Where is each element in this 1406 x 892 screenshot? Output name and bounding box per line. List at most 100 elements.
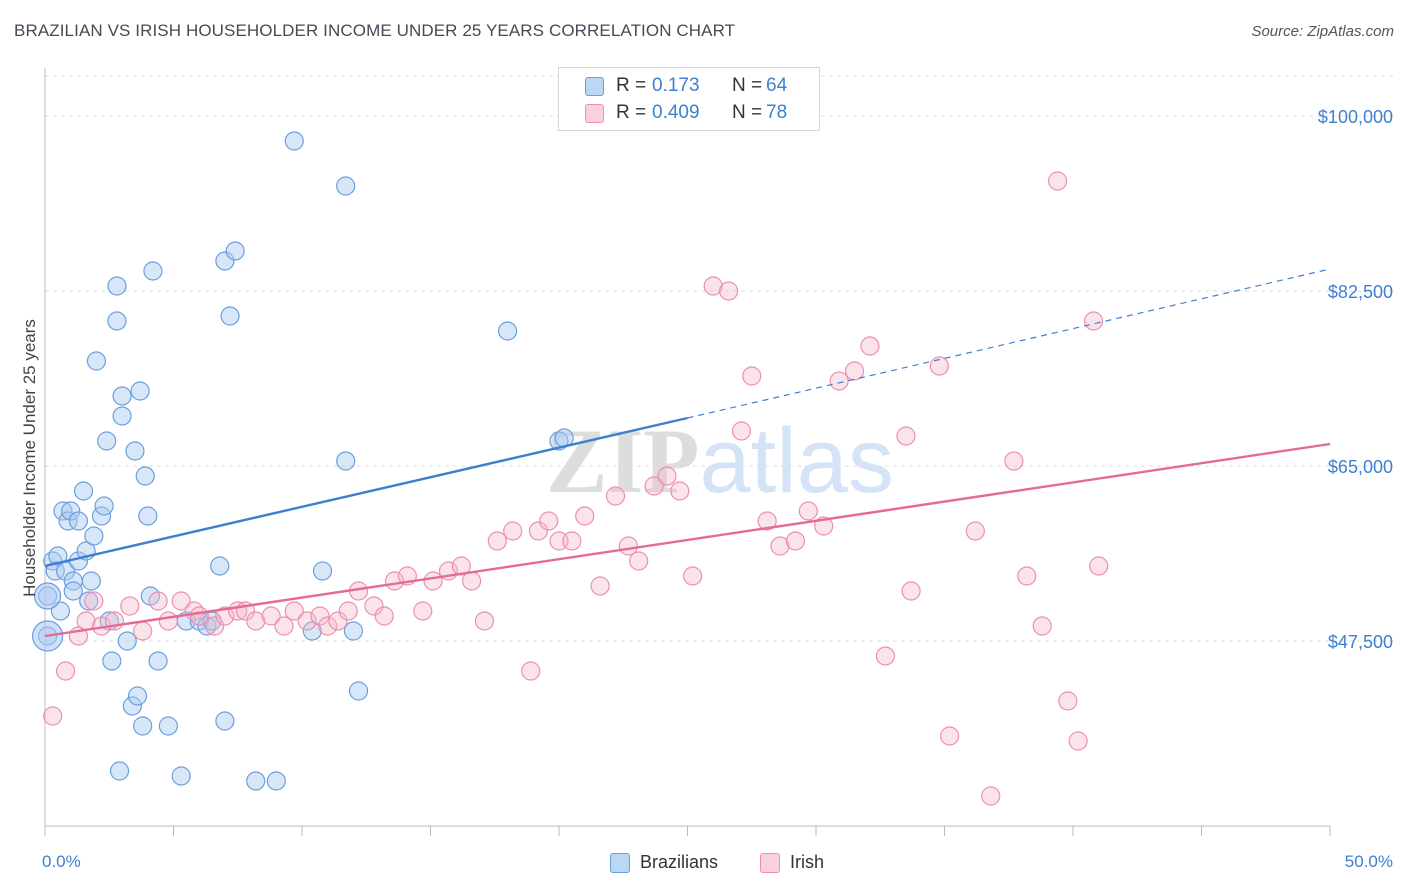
irish-point [629,551,649,571]
irish-point [1032,616,1052,636]
irish-point [657,466,677,486]
x-tick-label-max: 50.0% [1344,852,1393,871]
brazilians-point [107,311,127,331]
brazilians-point [79,591,99,611]
irish-point [683,566,703,586]
brazilians-point [125,441,145,461]
brazilians-point [94,496,114,516]
irish-point [562,531,582,551]
brazilians-point [143,261,163,281]
irish-point [43,706,63,726]
irish-point [338,601,358,621]
brazilians-point [73,481,94,501]
irish-point [261,606,281,626]
irish-point [1004,451,1024,471]
brazilians-point [112,406,132,426]
irish-point [205,616,225,636]
n-value: 64 [766,75,788,96]
r-value: 0.409 [652,102,700,123]
brazilians-point [86,351,107,371]
watermark-zip-icon: ZIPatlas [546,410,894,512]
brazilians-point [97,431,117,451]
irish-point [297,611,317,631]
r-label: R = [616,75,647,96]
irish-point [875,646,895,666]
irish-point [539,511,559,531]
brazilians-point [498,321,518,341]
irish-point [462,571,482,591]
irish-point [374,606,394,626]
irish-point [860,336,880,356]
legend-label-irish: Irish [790,852,825,872]
y-tick-label: $47,500 [1328,632,1393,652]
irish-point [55,661,76,681]
brazilians-trend-line [44,416,688,568]
series-legend: Brazilians Irish [0,852,1406,876]
brazilians-point [63,581,83,601]
irish-point [703,276,723,296]
y-tick-label: $100,000 [1318,107,1393,127]
brazilians-point [246,771,266,791]
brazilians-point [312,561,333,581]
brazilians-point [84,526,104,546]
brazilians-point [81,571,101,591]
brazilians-point [127,686,148,706]
irish-point [474,611,495,631]
brazilians-point [133,716,153,736]
brazilians-point [220,306,240,326]
irish-point [901,581,921,601]
brazilians-point [210,556,230,576]
irish-point [189,606,209,626]
irish-point [940,726,960,746]
irish-point [719,281,739,301]
brazilians-legend-swatch [610,852,630,873]
brazilians-point [109,761,130,781]
irish-point [605,486,626,506]
irish-point [1089,556,1109,576]
r-label: R = [616,102,647,123]
irish-point [798,501,818,521]
brazilians-point [138,506,158,526]
legend-item-brazilians: Brazilians [610,852,718,873]
source-label: Source: ZipAtlas.com [1251,23,1394,40]
brazilians-point [53,501,73,521]
legend-label-brazilians: Brazilians [640,852,719,872]
irish-point [84,591,104,611]
legend-row-irish: R = 0.409 N = 78 [585,101,787,125]
irish-point [981,786,1001,806]
irish-point [284,601,304,621]
brazilians-point [336,176,356,196]
brazilians-point [135,466,155,486]
brazilians-point [48,546,68,566]
brazilians-point [107,276,127,296]
brazilians-point [102,651,122,671]
r-value: 0.173 [652,75,700,96]
irish-point [929,356,949,376]
irish-point [318,616,338,636]
irish-point [364,596,384,616]
brazilians-point [215,251,235,271]
chart-title: BRAZILIAN VS IRISH HOUSEHOLDER INCOME UN… [14,21,736,40]
irish-point [757,511,777,531]
irish-point [742,366,762,386]
y-tick-label: $82,500 [1328,282,1393,302]
irish-point [148,591,168,611]
irish-point [844,361,865,381]
irish-point [487,531,507,551]
irish-point [1068,731,1088,751]
brazilians-point [148,651,168,671]
brazilians-point [68,511,89,531]
irish-point [310,606,330,626]
y-axis-label: Householder Income Under 25 years [20,319,39,597]
correlation-legend: R = 0.173 N = 64 R = 0.409 N = 78 [558,67,820,131]
irish-point [829,371,849,391]
irish-point [1058,691,1078,711]
irish-point [503,521,523,541]
brazilians-point [45,561,65,581]
brazilians-point [266,771,286,791]
y-tick-label: $65,000 [1328,457,1393,477]
irish-point [413,601,433,621]
irish-trend-line [44,442,1331,638]
n-label: N = [732,102,763,123]
